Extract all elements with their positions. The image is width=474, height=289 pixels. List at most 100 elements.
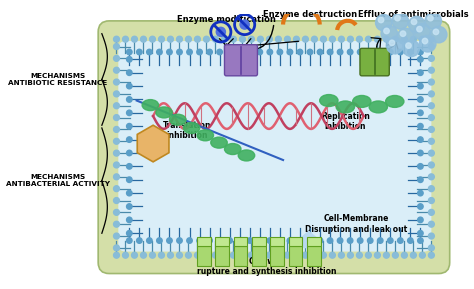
Circle shape [357, 238, 363, 243]
Circle shape [347, 36, 353, 42]
Circle shape [257, 238, 263, 243]
Circle shape [311, 252, 318, 258]
Circle shape [398, 238, 403, 243]
Circle shape [114, 103, 119, 109]
Circle shape [127, 217, 132, 223]
Circle shape [267, 238, 273, 243]
Circle shape [428, 198, 434, 203]
Circle shape [302, 252, 309, 258]
Circle shape [410, 36, 416, 42]
Circle shape [158, 252, 164, 258]
Circle shape [277, 49, 283, 55]
Circle shape [418, 123, 423, 129]
Circle shape [428, 138, 434, 144]
FancyBboxPatch shape [225, 45, 257, 76]
Circle shape [317, 49, 323, 55]
Circle shape [418, 164, 423, 169]
Circle shape [194, 36, 201, 42]
Circle shape [237, 49, 243, 55]
Ellipse shape [319, 95, 338, 106]
Circle shape [401, 36, 407, 42]
FancyBboxPatch shape [118, 41, 431, 251]
Circle shape [248, 36, 255, 42]
Circle shape [239, 36, 246, 42]
Circle shape [137, 49, 142, 55]
Circle shape [418, 217, 423, 223]
FancyBboxPatch shape [360, 48, 389, 76]
Circle shape [302, 36, 309, 42]
Circle shape [194, 252, 201, 258]
Bar [234, 237, 247, 246]
Circle shape [221, 36, 228, 42]
Circle shape [357, 49, 363, 55]
Circle shape [338, 36, 344, 42]
Circle shape [419, 252, 425, 258]
Circle shape [114, 55, 119, 61]
Circle shape [311, 36, 318, 42]
Circle shape [398, 49, 403, 55]
Circle shape [418, 70, 423, 75]
Bar [289, 237, 302, 246]
Circle shape [114, 44, 119, 49]
Circle shape [239, 252, 246, 258]
Circle shape [127, 164, 132, 169]
Circle shape [277, 238, 283, 243]
Circle shape [141, 36, 146, 42]
Circle shape [127, 190, 132, 196]
Text: Enzyme modification: Enzyme modification [177, 14, 276, 24]
Circle shape [386, 37, 403, 54]
Circle shape [329, 252, 335, 258]
Circle shape [417, 26, 422, 32]
Circle shape [418, 137, 423, 142]
Circle shape [207, 49, 212, 55]
Circle shape [414, 24, 430, 40]
Circle shape [347, 238, 353, 243]
Circle shape [114, 252, 119, 258]
Circle shape [418, 190, 423, 196]
Circle shape [403, 40, 419, 57]
Circle shape [395, 15, 400, 21]
Circle shape [123, 36, 128, 42]
Circle shape [114, 162, 119, 168]
Circle shape [127, 110, 132, 116]
Bar [215, 237, 229, 246]
Circle shape [428, 67, 434, 73]
Circle shape [418, 238, 423, 243]
Circle shape [287, 238, 292, 243]
Circle shape [307, 238, 313, 243]
Circle shape [177, 238, 182, 243]
Circle shape [418, 97, 423, 102]
Text: Enzyme destruction: Enzyme destruction [264, 10, 357, 19]
Circle shape [114, 174, 119, 180]
Circle shape [146, 49, 152, 55]
Text: Efflux of antimicrobials: Efflux of antimicrobials [358, 10, 468, 19]
Bar [197, 246, 211, 266]
Circle shape [216, 27, 226, 36]
Circle shape [114, 198, 119, 203]
Circle shape [428, 252, 434, 258]
Circle shape [381, 25, 398, 42]
Circle shape [392, 13, 409, 29]
Text: Cell-Membrane
Disruption and leak out: Cell-Membrane Disruption and leak out [305, 214, 408, 234]
Circle shape [406, 43, 411, 48]
Circle shape [248, 252, 255, 258]
Circle shape [257, 36, 264, 42]
Circle shape [388, 49, 393, 55]
Circle shape [392, 36, 398, 42]
Circle shape [378, 17, 384, 23]
Circle shape [428, 150, 434, 156]
Circle shape [307, 49, 313, 55]
Circle shape [337, 49, 343, 55]
Circle shape [212, 36, 219, 42]
Ellipse shape [353, 95, 371, 108]
Circle shape [428, 44, 434, 49]
Circle shape [114, 245, 119, 251]
Circle shape [217, 49, 222, 55]
Circle shape [392, 252, 398, 258]
Circle shape [428, 36, 434, 42]
Circle shape [230, 36, 237, 42]
Circle shape [418, 231, 423, 236]
Circle shape [365, 36, 371, 42]
Circle shape [409, 16, 425, 33]
Circle shape [297, 238, 303, 243]
